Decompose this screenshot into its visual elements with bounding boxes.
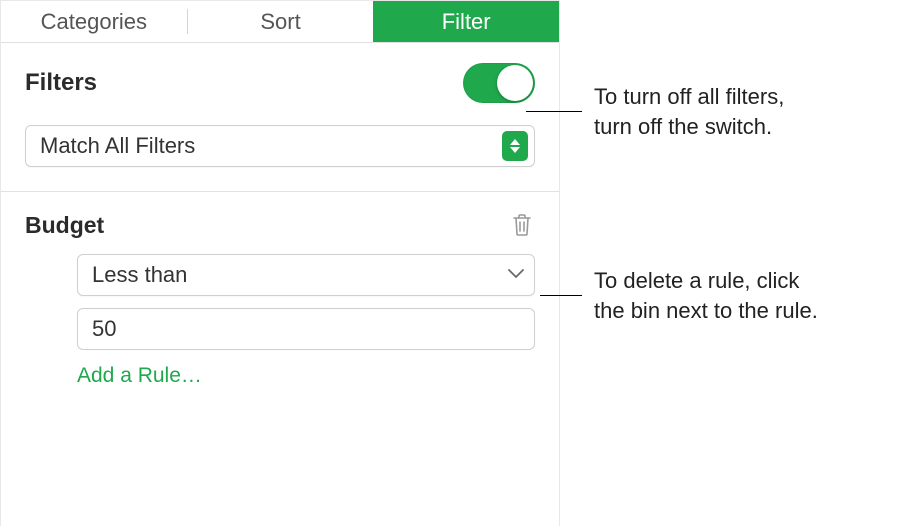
filters-section: Filters Match All Filters Budget (1, 43, 559, 388)
tab-filter[interactable]: Filter (373, 1, 559, 42)
trash-icon[interactable] (509, 210, 535, 240)
operator-label: Less than (92, 262, 508, 288)
callout-text: To delete a rule, click the bin next to … (582, 266, 818, 325)
filter-panel: Categories Sort Filter Filters Match All… (0, 0, 560, 526)
tab-label: Filter (442, 9, 491, 35)
callout-line2: the bin next to the rule. (594, 298, 818, 323)
filters-toggle[interactable] (463, 63, 535, 103)
rule-column-title: Budget (25, 212, 104, 239)
callout-toggle: To turn off all filters, turn off the sw… (526, 82, 784, 141)
callout-line1: To delete a rule, click (594, 268, 799, 293)
callout-line (540, 295, 582, 296)
callout-line2: turn off the switch. (594, 114, 772, 139)
rule-header: Budget (25, 210, 535, 240)
filters-header: Filters (25, 63, 535, 103)
divider (1, 191, 559, 192)
add-rule-button[interactable]: Add a Rule… (77, 364, 535, 388)
callout-trash: To delete a rule, click the bin next to … (540, 266, 818, 325)
operator-select[interactable]: Less than (77, 254, 535, 296)
callout-line1: To turn off all filters, (594, 84, 784, 109)
updown-icon (502, 131, 528, 161)
tab-categories[interactable]: Categories (1, 1, 187, 42)
tab-label: Categories (41, 9, 147, 35)
callout-line (526, 111, 582, 112)
tab-sort[interactable]: Sort (188, 1, 374, 42)
match-mode-label: Match All Filters (40, 133, 502, 159)
tab-bar: Categories Sort Filter (1, 1, 559, 43)
match-mode-select[interactable]: Match All Filters (25, 125, 535, 167)
value-input[interactable] (77, 308, 535, 350)
callout-text: To turn off all filters, turn off the sw… (582, 82, 784, 141)
filters-title: Filters (25, 69, 97, 97)
chevron-down-icon (508, 266, 524, 284)
tab-label: Sort (260, 9, 300, 35)
rule-body: Less than Add a Rule… (25, 254, 535, 388)
